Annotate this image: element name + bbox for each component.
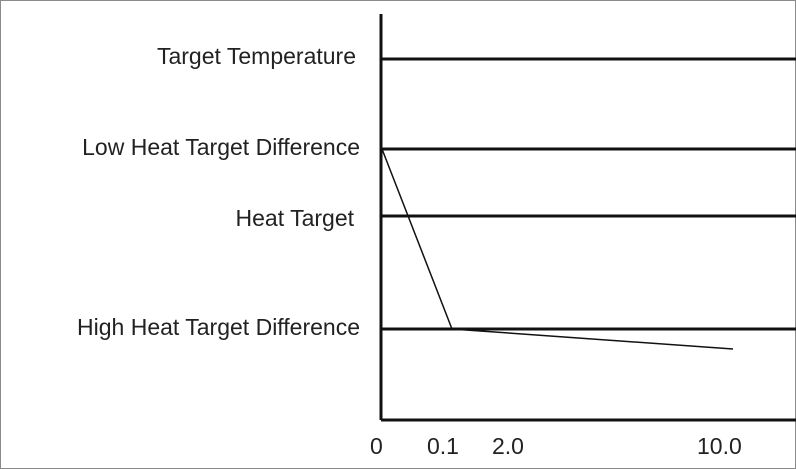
target-temperature-label: Target Temperature [156,43,356,69]
x-tick-label: 0 [370,433,383,459]
heat-target-label: Heat Target [235,205,354,231]
response-curve [381,148,734,350]
low-heat-target-difference-label: Low Heat Target Difference [82,134,360,160]
high-heat-target-difference-label: High Heat Target Difference [77,314,360,340]
x-tick-label: 0.1 [427,433,459,459]
x-tick-label: 2.0 [492,433,524,459]
x-tick-label: 10.0 [697,433,742,459]
